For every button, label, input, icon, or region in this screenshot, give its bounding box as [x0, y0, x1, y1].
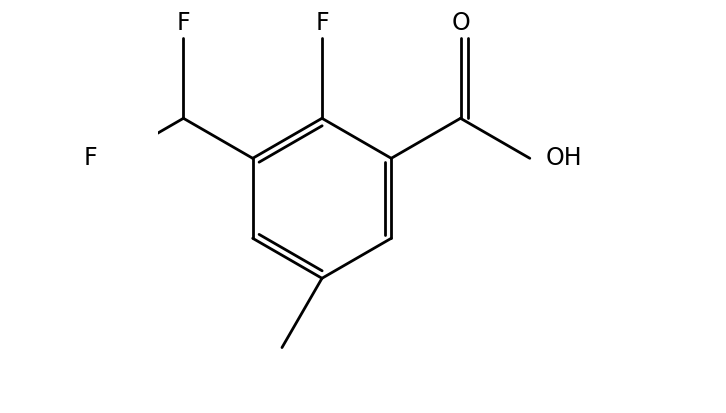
Text: F: F	[84, 146, 98, 170]
Text: F: F	[176, 11, 190, 35]
Text: F: F	[315, 11, 329, 35]
Text: O: O	[451, 11, 470, 35]
Text: OH: OH	[545, 146, 582, 170]
